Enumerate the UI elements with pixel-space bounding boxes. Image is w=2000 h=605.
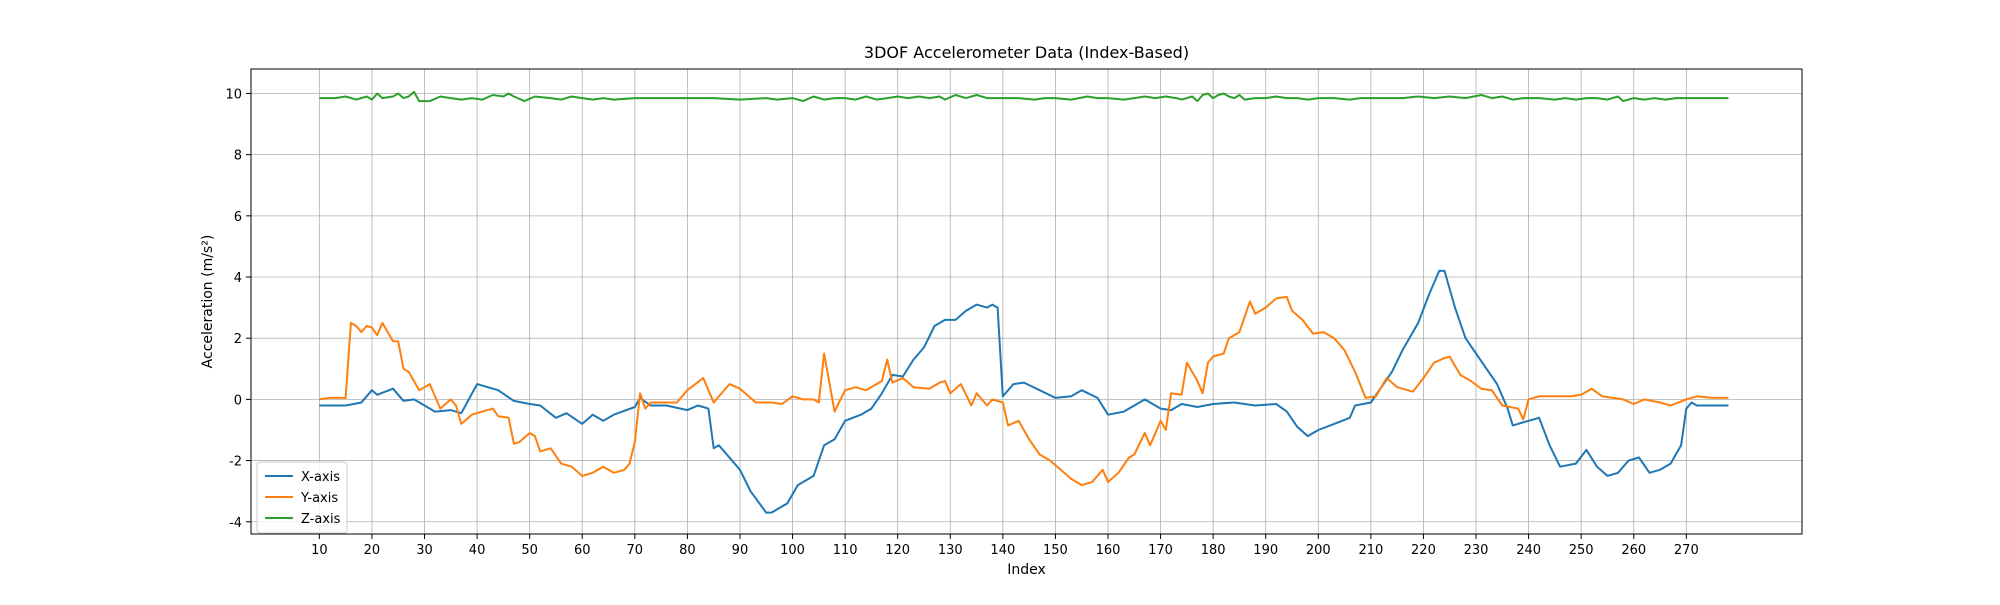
x-tick-label: 100 — [780, 543, 805, 558]
legend: X-axis Y-axis Z-axis — [256, 461, 348, 534]
y-axis-label: Acceleration (m/s²) — [200, 235, 216, 369]
x-tick-label: 110 — [833, 543, 858, 558]
x-tick-label: 250 — [1569, 543, 1594, 558]
x-tick-label: 10 — [311, 543, 328, 558]
legend-label: X-axis — [301, 470, 340, 485]
x-tick-label: 120 — [885, 543, 910, 558]
x-tick-label: 40 — [469, 543, 486, 558]
x-tick-label: 80 — [679, 543, 696, 558]
legend-box — [256, 461, 348, 534]
x-tick-label: 70 — [627, 543, 644, 558]
x-tick-label: 140 — [990, 543, 1015, 558]
y-tick-label: 6 — [234, 210, 242, 225]
chart-title: 3DOF Accelerometer Data (Index-Based) — [864, 43, 1189, 62]
x-tick-label: 20 — [364, 543, 381, 558]
x-tick-label: 220 — [1411, 543, 1436, 558]
x-tick-label: 60 — [574, 543, 591, 558]
series-line-z-axis — [319, 90, 1729, 103]
x-tick-label: 90 — [732, 543, 749, 558]
x-tick-label: 150 — [1043, 543, 1068, 558]
x-tick-label: 50 — [521, 543, 538, 558]
x-tick-label: 260 — [1621, 543, 1646, 558]
x-tick-label: 130 — [938, 543, 963, 558]
x-tick-label: 230 — [1464, 543, 1489, 558]
legend-label: Z-axis — [301, 512, 341, 527]
y-tick-label: -4 — [229, 516, 242, 531]
x-tick-label: 180 — [1201, 543, 1226, 558]
y-tick-label: 8 — [234, 149, 242, 164]
y-tick-label: 2 — [234, 332, 242, 347]
x-axis-label: Index — [1007, 562, 1046, 578]
x-tick-label: 30 — [416, 543, 433, 558]
grid-lines — [251, 69, 1802, 534]
series-line-y-axis — [319, 295, 1729, 487]
series-lines — [319, 90, 1729, 514]
y-tick-label: 0 — [234, 393, 242, 408]
x-tick-label: 200 — [1306, 543, 1331, 558]
x-tick-label: 210 — [1358, 543, 1383, 558]
x-tick-label: 240 — [1516, 543, 1541, 558]
axis-ticks: 10 20 30 40 50 60 70 80 90 100 110 120 130 140 150 160 1… — [225, 87, 1698, 558]
y-tick-label: 4 — [234, 271, 242, 286]
series-line-x-axis — [319, 269, 1729, 514]
x-tick-label: 170 — [1148, 543, 1173, 558]
x-tick-label: 160 — [1096, 543, 1121, 558]
y-tick-label: -2 — [229, 455, 242, 470]
y-tick-label: 10 — [225, 87, 242, 102]
x-tick-label: 190 — [1253, 543, 1278, 558]
legend-label: Y-axis — [300, 491, 338, 506]
x-tick-label: 270 — [1674, 543, 1699, 558]
plot-area-frame — [250, 68, 1803, 535]
